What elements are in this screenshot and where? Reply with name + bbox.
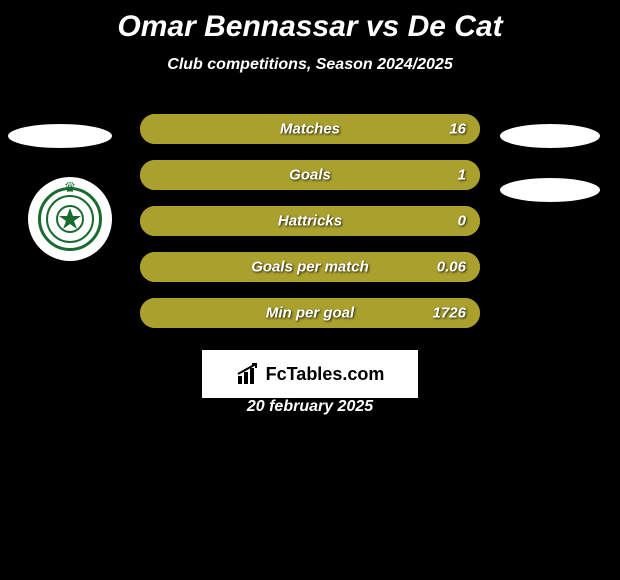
club-crest-ring: [46, 195, 94, 243]
snapshot-date: 20 february 2025: [0, 398, 620, 416]
stat-value: 1: [458, 167, 466, 184]
stat-label: Hattricks: [278, 213, 342, 230]
player-right-badge-slot: [500, 124, 600, 148]
club-crest: ♛: [38, 187, 102, 251]
stat-value: 0.06: [437, 259, 466, 276]
player-left-club-badge: ♛: [28, 177, 112, 261]
crown-icon: ♛: [64, 180, 77, 194]
stat-value: 1726: [433, 305, 466, 322]
player-right-club-slot: [500, 178, 600, 202]
stat-label: Goals per match: [251, 259, 369, 276]
stat-value: 0: [458, 213, 466, 230]
bar-chart-icon: [236, 362, 260, 386]
stat-label: Min per goal: [266, 305, 354, 322]
stat-label: Goals: [289, 167, 331, 184]
stat-row: Matches 16: [140, 114, 480, 144]
page-subtitle: Club competitions, Season 2024/2025: [0, 56, 620, 74]
player-left-badge-slot: [8, 124, 112, 148]
fctables-logo[interactable]: FcTables.com: [202, 350, 418, 398]
stat-row: Goals 1: [140, 160, 480, 190]
stat-value: 16: [449, 121, 466, 138]
stat-label: Matches: [280, 121, 340, 138]
page-title: Omar Bennassar vs De Cat: [0, 0, 620, 44]
club-crest-inner-icon: [55, 204, 85, 234]
fctables-logo-text: FcTables.com: [266, 364, 385, 385]
stat-row: Hattricks 0: [140, 206, 480, 236]
stat-row: Goals per match 0.06: [140, 252, 480, 282]
stat-row: Min per goal 1726: [140, 298, 480, 328]
